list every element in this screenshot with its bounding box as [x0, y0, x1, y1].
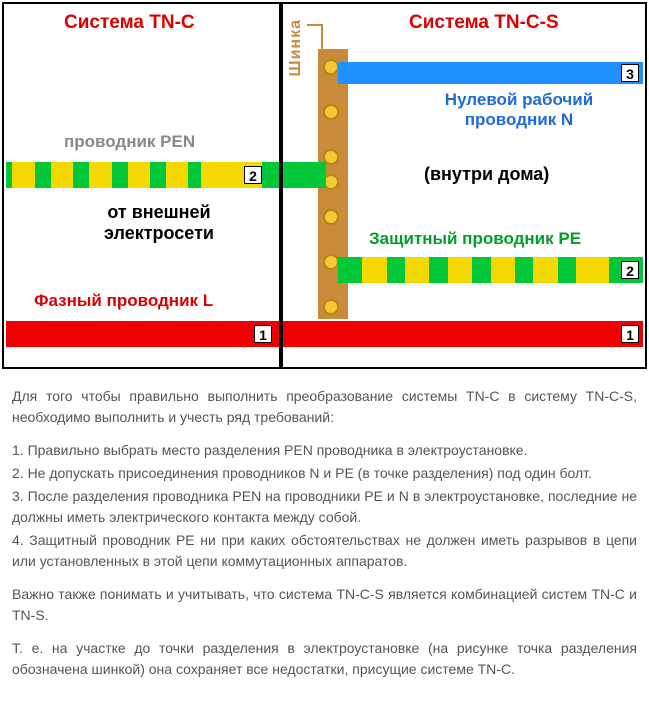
pe-label: Защитный проводник PE	[369, 229, 581, 249]
wire-number-n: 3	[621, 64, 639, 82]
stripe	[362, 257, 386, 283]
stripe	[576, 257, 610, 283]
l-conductor: 1 1	[6, 321, 643, 347]
stripe	[12, 162, 34, 188]
stripe	[533, 257, 557, 283]
note-2: Т. е. на участке до точки разделения в э…	[12, 638, 637, 680]
stripe	[51, 162, 73, 188]
pen-conductor: 2	[6, 162, 326, 188]
requirement-4: 4. Защитный проводник PE ни при каких об…	[12, 530, 637, 572]
title-left: Система TN-C	[64, 12, 195, 34]
n-conductor: 3	[338, 62, 643, 84]
bolt-icon	[323, 209, 339, 225]
external-label: от внешней электросети	[69, 202, 249, 244]
vertical-divider	[279, 4, 283, 367]
requirement-3: 3. После разделения проводника PEN на пр…	[12, 486, 637, 528]
requirement-1: 1. Правильно выбрать место разделения PE…	[12, 440, 637, 461]
stripe	[405, 257, 429, 283]
inside-label: (внутри дома)	[424, 164, 549, 185]
pen-label: проводник PEN	[64, 132, 195, 152]
stripe	[128, 162, 150, 188]
bolt-icon	[323, 59, 339, 75]
wire-number-l-left: 1	[254, 325, 272, 343]
stripe	[166, 162, 188, 188]
bolt-icon	[323, 254, 339, 270]
requirement-2: 2. Не допускать присоединения проводнико…	[12, 463, 637, 484]
tn-c-s-diagram: Система TN-C Система TN-C-S Шинка 3 Нуле…	[2, 2, 647, 369]
stripe	[89, 162, 111, 188]
wire-number-pe: 2	[621, 261, 639, 279]
stripe	[491, 257, 515, 283]
description-text: Для того чтобы правильно выполнить преоб…	[0, 371, 649, 707]
phase-label: Фазный проводник L	[34, 291, 213, 311]
wire-number-l-right: 1	[621, 325, 639, 343]
bolt-icon	[323, 104, 339, 120]
stripe	[448, 257, 472, 283]
title-right: Система TN-C-S	[409, 12, 559, 34]
pe-conductor: 2	[338, 257, 643, 283]
bolt-icon	[323, 299, 339, 315]
intro-text: Для того чтобы правильно выполнить преоб…	[12, 386, 637, 428]
wire-number-pen: 2	[244, 166, 262, 184]
n-label: Нулевой рабочий проводник N	[404, 90, 634, 130]
note-1: Важно также понимать и учитывать, что си…	[12, 584, 637, 626]
busbar-label: Шинка	[287, 19, 305, 76]
